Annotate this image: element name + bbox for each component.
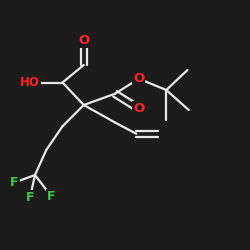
- Text: O: O: [78, 34, 90, 46]
- Text: F: F: [10, 176, 19, 189]
- Text: F: F: [47, 190, 56, 203]
- Text: HO: HO: [20, 76, 40, 89]
- Text: O: O: [133, 72, 144, 85]
- Text: O: O: [133, 102, 144, 115]
- Text: F: F: [26, 191, 34, 204]
